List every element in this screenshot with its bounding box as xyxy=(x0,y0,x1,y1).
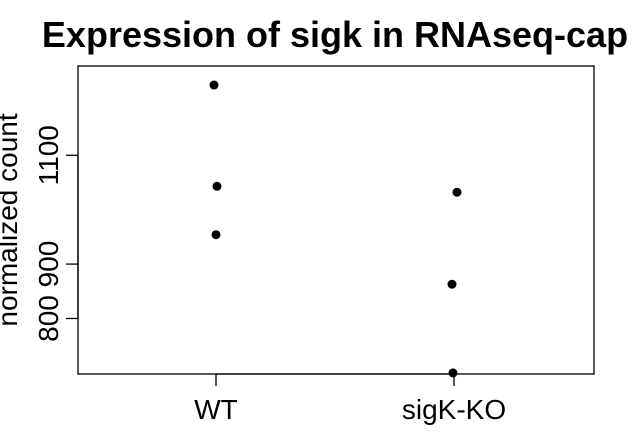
plot-area-frame xyxy=(77,65,595,375)
x-axis: WT sigK-KO xyxy=(194,373,506,425)
data-points xyxy=(209,80,462,378)
data-point xyxy=(209,80,219,90)
y-tick-label: 1100 xyxy=(33,125,64,185)
y-axis: 800 900 1100 xyxy=(33,125,79,342)
data-point xyxy=(211,230,221,240)
y-tick-label: 800 xyxy=(33,295,64,342)
chart-title: Expression of sigk in RNAseq-cap xyxy=(42,14,628,55)
y-axis-label: normalized count xyxy=(0,113,23,326)
data-point xyxy=(452,187,462,197)
x-category-label: sigK-KO xyxy=(402,394,506,425)
y-tick-label: 900 xyxy=(33,241,64,288)
data-point xyxy=(212,181,222,191)
x-category-label: WT xyxy=(194,394,238,425)
data-point xyxy=(448,368,458,378)
data-point xyxy=(447,279,457,289)
